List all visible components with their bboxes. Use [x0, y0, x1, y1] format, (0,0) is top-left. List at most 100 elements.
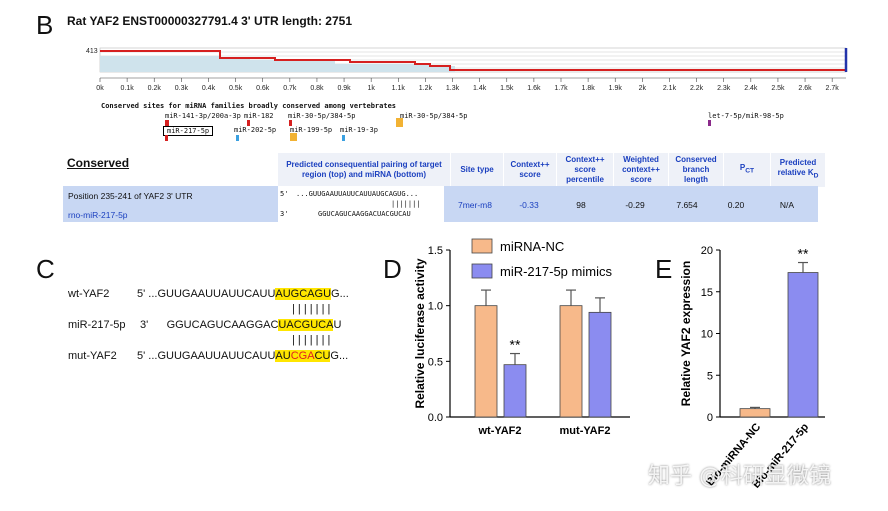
utr-axis-tick-label: 2.5k [771, 85, 785, 92]
y-tick-label: 1.0 [428, 301, 443, 313]
conserved-section-label: Conserved [67, 156, 130, 170]
row-seq-bottom: GGUCAGUCAAGGACUACGUCAU [318, 210, 411, 218]
row-pct: 0.20 [727, 200, 745, 210]
panel-c-letter: C [36, 254, 55, 284]
utr-axis-tick-label: 0.8k [310, 85, 324, 92]
row-site-type: 7mer-m8 [457, 200, 492, 210]
bar-1-0 [559, 305, 583, 418]
site-label-mir30-b: miR-30-5p/384-5p [400, 112, 468, 120]
y-tick-label: 15 [701, 287, 713, 299]
utr-axis-tick-label: 2.4k [744, 85, 758, 92]
utr-axis-tick-label: 1.3k [446, 85, 460, 92]
row-branch: 7.654 [676, 200, 698, 210]
site-label-mir182: miR-182 [244, 112, 274, 120]
bar-0-0 [474, 305, 498, 418]
utr-axis-tick-label: 1.2k [419, 85, 433, 92]
utr-axis-tick-label: 1.5k [500, 85, 514, 92]
row-weighted: -0.29 [625, 200, 645, 210]
mir-label: miR-217-5p [68, 319, 126, 331]
th-branch: Conserved branch length [668, 153, 724, 187]
wt-label: wt-YAF2 [68, 288, 110, 300]
bar-1-1 [588, 311, 612, 418]
utr-header: Rat YAF2 ENST00000327791.4 3' UTR length… [67, 14, 352, 28]
utr-axis-tick-label: 2k [639, 85, 647, 92]
th-site-type: Site type [450, 153, 504, 187]
targetscan-table: Predicted consequential pairing of targe… [278, 153, 826, 187]
legend-label-1: miR-217-5p mimics [500, 264, 612, 279]
y-axis-label: Relative luciferase activity [413, 258, 427, 408]
y-tick-label: 0 [707, 412, 713, 424]
th-percentile: Context++ score percentile [556, 153, 614, 187]
utr-ymax-label: 413 [86, 48, 98, 55]
x-category-label: wt-YAF2 [478, 425, 522, 437]
th-pairing: Predicted consequential pairing of targe… [278, 153, 451, 187]
site-mark-mir30-b [396, 118, 403, 127]
row-mirna-link[interactable]: rno-miR-217-5p [68, 210, 128, 220]
legend-swatch-0 [471, 238, 493, 254]
site-label-mir141: miR-141-3p/200a-3p [165, 112, 241, 120]
conserved-sites-title: Conserved sites for miRNA families broad… [101, 102, 397, 110]
site-label-mir202: miR-202-5p [234, 126, 277, 134]
y-axis-label: Relative YAF2 expression [679, 261, 693, 406]
utr-conservation-line [100, 50, 846, 71]
utr-axis-tick-label: 1k [367, 85, 375, 92]
row-seq-bg [278, 186, 444, 222]
panel-e-letter: E [655, 254, 673, 284]
utr-axis-tick-label: 0.1k [121, 85, 135, 92]
site-label-mir19: miR-19-3p [340, 126, 378, 134]
th-context: Context++ score [503, 153, 557, 187]
panel-d-letter: D [383, 254, 402, 284]
site-label-mir30-a: miR-30-5p/384-5p [288, 112, 356, 120]
significance-mark: ** [798, 246, 809, 262]
th-pct: PCT [723, 153, 771, 187]
utr-axis-tick-label: 0.3k [175, 85, 189, 92]
utr-axis-tick-label: 1.7k [554, 85, 568, 92]
utr-axis-tick-label: 2.6k [798, 85, 812, 92]
site-mark-mir30-a [289, 120, 292, 126]
row-kd: N/A [779, 200, 795, 210]
utr-axis-tick-label: 2.3k [717, 85, 731, 92]
site-mark-mir182 [247, 120, 250, 126]
wt-sequence: 5' ...GUUGAAUUAUUCAUUAUGCAGUG... [137, 288, 349, 300]
utr-axis-tick-label: 0.9k [337, 85, 351, 92]
x-category-label: mut-YAF2 [560, 425, 611, 437]
utr-conservation-fill [100, 56, 455, 72]
watermark: 知乎 @科研显微镜 [648, 464, 831, 489]
mut-sequence: 5' ...GUUGAAUUAUUCAUUAUCGACUG... [137, 350, 349, 362]
mut-label: mut-YAF2 [68, 350, 117, 362]
mut-pairing-pipes: | | | | | | | [292, 334, 331, 346]
site-mark-let7 [708, 120, 711, 126]
site-mark-mir141 [165, 120, 169, 126]
site-mark-mir19 [342, 135, 345, 141]
utr-axis-tick-label: 1.4k [473, 85, 487, 92]
site-label-mir199: miR-199-5p [290, 126, 333, 134]
bar-1 [787, 272, 819, 418]
site-label-mir217: miR-217-5p [163, 126, 214, 136]
site-mark-mir202 [236, 135, 239, 141]
utr-axis-tick-label: 1.1k [392, 85, 406, 92]
utr-axis-tick-label: 2.7k [826, 85, 840, 92]
row-seq-pipes: ||||||| [391, 200, 421, 208]
legend-swatch-1 [471, 263, 493, 279]
utr-axis-tick-label: 1.8k [581, 85, 595, 92]
utr-conservation-plot: 413 0k 0.1k 0.2k 0.3k 0.4k 0.5k 0.6k 0.7k 0.8k 0.… [86, 47, 848, 92]
utr-axis-tick-label: 1.6k [527, 85, 541, 92]
y-tick-label: 0.0 [428, 412, 443, 424]
row-seq-top: ...GUUGAAUUAUUCAUUAUGCAGUG... [296, 190, 419, 198]
y-tick-label: 20 [701, 245, 713, 257]
utr-axis-tick-label: 0.2k [148, 85, 162, 92]
utr-axis-tick-label: 2.2k [690, 85, 704, 92]
bar-0 [739, 408, 771, 418]
y-tick-label: 1.5 [428, 245, 443, 257]
mir-sequence: 3' GGUCAGUCAAGGACUACGUCAU [140, 319, 342, 331]
row-context: -0.33 [519, 200, 539, 210]
utr-axis-tick-label: 0.5k [229, 85, 243, 92]
site-mark-mir217 [165, 135, 168, 141]
utr-axis-tick-label: 1.9k [609, 85, 623, 92]
row-percentile: 98 [576, 200, 586, 210]
significance-mark: ** [510, 337, 521, 353]
y-tick-label: 5 [707, 370, 713, 382]
utr-axis-tick-label: 2.1k [663, 85, 677, 92]
